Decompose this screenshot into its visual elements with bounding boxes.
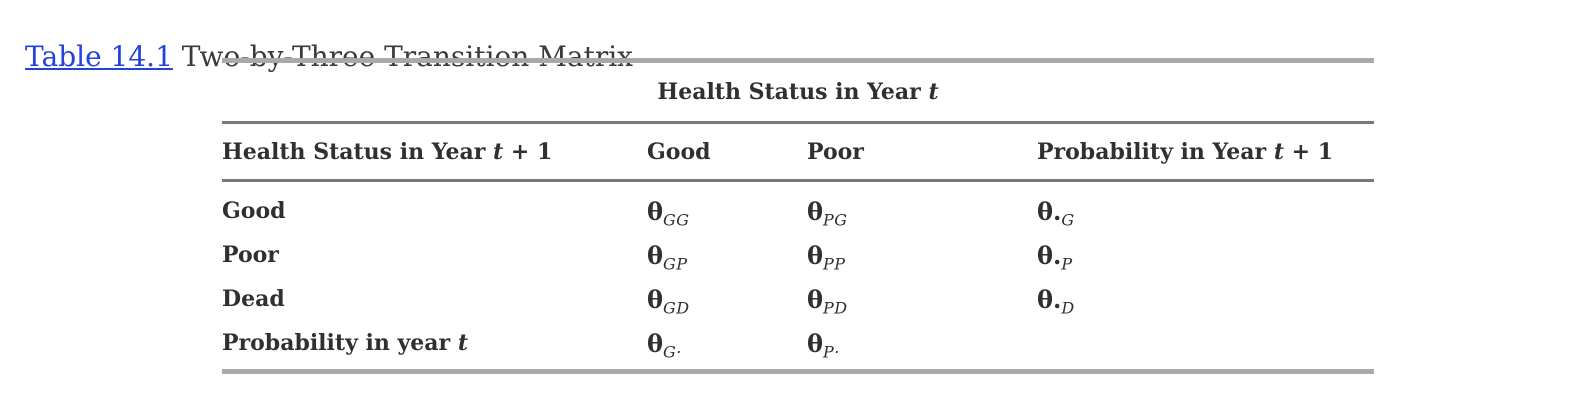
theta-subscript: GG (663, 209, 690, 229)
theta-cell: θPD (807, 277, 1037, 321)
theta-cell: θ.P (1037, 233, 1374, 277)
theta-subscript: GD (663, 297, 690, 317)
theta-subscript: G (1061, 209, 1075, 229)
theta-symbol: θ (807, 196, 824, 226)
theta-symbol: θ. (1037, 284, 1062, 314)
theta-subscript: P· (823, 341, 840, 361)
theta-subscript: PP (823, 253, 846, 273)
table-body: Good θGG θPG θ.G Poor θGP θPP θ.P Dead θGD θPD θ.D P… (222, 181, 1374, 372)
theta-subscript: GP (663, 253, 688, 273)
theta-symbol: θ. (1037, 196, 1062, 226)
row-label: Probability in year t (222, 330, 468, 356)
theta-symbol: θ (647, 196, 664, 226)
theta-cell: θ.G (1037, 181, 1374, 234)
theta-symbol: θ (807, 240, 824, 270)
row-label: Dead (222, 286, 285, 312)
transition-matrix-table: Health Status in Year t Health Status in… (222, 58, 1375, 374)
theta-symbol: θ (807, 284, 824, 314)
row-label: Good (222, 198, 286, 224)
table-row: Probability in year t θG· θP· (222, 321, 1374, 372)
column-header-1: Good (647, 122, 807, 182)
theta-symbol: θ (807, 328, 824, 358)
theta-subscript: PG (823, 209, 848, 229)
italic-var: t (1273, 138, 1284, 165)
theta-cell: θG· (647, 321, 807, 372)
theta-cell: θGD (647, 277, 807, 321)
table-row: Poor θGP θPP θ.P (222, 233, 1374, 277)
theta-subscript: P (1061, 253, 1073, 273)
empty-cell (1037, 321, 1374, 372)
italic-var: t (457, 330, 468, 356)
theta-cell: θ.D (1037, 277, 1374, 321)
table-row: Good θGG θPG θ.G (222, 181, 1374, 234)
span-header-health-status-year-t: Health Status in Year t (222, 60, 1375, 124)
theta-symbol: θ (647, 284, 664, 314)
theta-cell: θP· (807, 321, 1037, 372)
theta-cell: θGP (647, 233, 807, 277)
theta-cell: θGG (647, 181, 807, 234)
theta-subscript: PD (823, 297, 848, 317)
theta-cell: θPG (807, 181, 1037, 234)
table-14-1-link[interactable]: Table 14.1 (25, 40, 173, 73)
column-header-2: Poor (807, 122, 1037, 182)
theta-subscript: D (1061, 297, 1075, 317)
span-header-row: Health Status in Year t (222, 60, 1375, 124)
theta-cell: θPP (807, 233, 1037, 277)
theta-symbol: θ (647, 328, 664, 358)
column-header-row: Health Status in Year t + 1 Good Poor Proba… (222, 122, 1375, 182)
theta-symbol: θ (647, 240, 664, 270)
table-row: Dead θGD θPD θ.D (222, 277, 1374, 321)
italic-var: t (493, 138, 504, 165)
column-header-0: Health Status in Year t + 1 (222, 122, 647, 182)
column-header-3: Probability in Year t + 1 (1037, 122, 1375, 182)
theta-subscript: G· (663, 341, 682, 361)
theta-symbol: θ. (1037, 240, 1062, 270)
row-label: Poor (222, 242, 279, 268)
italic-var: t (928, 79, 939, 105)
